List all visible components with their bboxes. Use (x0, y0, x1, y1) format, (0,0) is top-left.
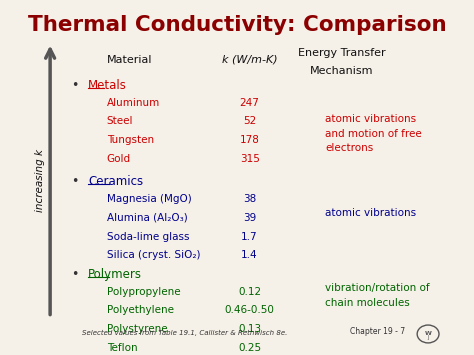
Text: Soda-lime glass: Soda-lime glass (107, 231, 189, 242)
Text: Tungsten: Tungsten (107, 135, 154, 146)
Text: 247: 247 (240, 98, 260, 108)
Text: Metals: Metals (88, 79, 127, 92)
Text: 0.25: 0.25 (238, 343, 261, 353)
Text: •: • (71, 268, 79, 281)
Text: J: J (427, 335, 429, 340)
Text: 0.12: 0.12 (238, 286, 261, 296)
Text: atomic vibrations: atomic vibrations (325, 208, 416, 218)
Text: •: • (71, 175, 79, 188)
Text: Aluminum: Aluminum (107, 98, 160, 108)
Text: 1.7: 1.7 (241, 231, 258, 242)
Text: Material: Material (107, 55, 152, 65)
Text: Polymers: Polymers (88, 268, 142, 281)
Text: 315: 315 (240, 154, 260, 164)
Text: Polyethylene: Polyethylene (107, 305, 174, 316)
Text: 38: 38 (243, 194, 256, 204)
Text: 0.46-0.50: 0.46-0.50 (225, 305, 274, 316)
Text: 178: 178 (240, 135, 260, 146)
Text: Energy Transfer: Energy Transfer (298, 48, 386, 58)
Text: k (W/m-K): k (W/m-K) (222, 55, 277, 65)
Text: •: • (71, 79, 79, 92)
Text: increasing k: increasing k (35, 148, 45, 212)
Text: Gold: Gold (107, 154, 131, 164)
Text: 39: 39 (243, 213, 256, 223)
Text: 52: 52 (243, 116, 256, 126)
Text: Selected values from Table 19.1, Callister & Rethwisch 8e.: Selected values from Table 19.1, Callist… (82, 330, 287, 337)
Text: Chapter 19 - 7: Chapter 19 - 7 (350, 327, 406, 337)
Text: Silica (cryst. SiO₂): Silica (cryst. SiO₂) (107, 251, 201, 261)
Text: Polypropylene: Polypropylene (107, 286, 181, 296)
Text: Alumina (Al₂O₃): Alumina (Al₂O₃) (107, 213, 188, 223)
Text: Mechanism: Mechanism (310, 66, 374, 76)
Text: 1.4: 1.4 (241, 251, 258, 261)
Text: Ceramics: Ceramics (88, 175, 143, 188)
Text: Magnesia (MgO): Magnesia (MgO) (107, 194, 191, 204)
Text: W: W (425, 331, 431, 336)
Text: vibration/rotation of
chain molecules: vibration/rotation of chain molecules (325, 283, 430, 307)
Text: Teflon: Teflon (107, 343, 137, 353)
Text: 0.13: 0.13 (238, 324, 261, 334)
Text: Steel: Steel (107, 116, 133, 126)
Text: Polystyrene: Polystyrene (107, 324, 167, 334)
Text: Thermal Conductivity: Comparison: Thermal Conductivity: Comparison (27, 15, 447, 35)
Text: atomic vibrations
and motion of free
electrons: atomic vibrations and motion of free ele… (325, 114, 422, 153)
